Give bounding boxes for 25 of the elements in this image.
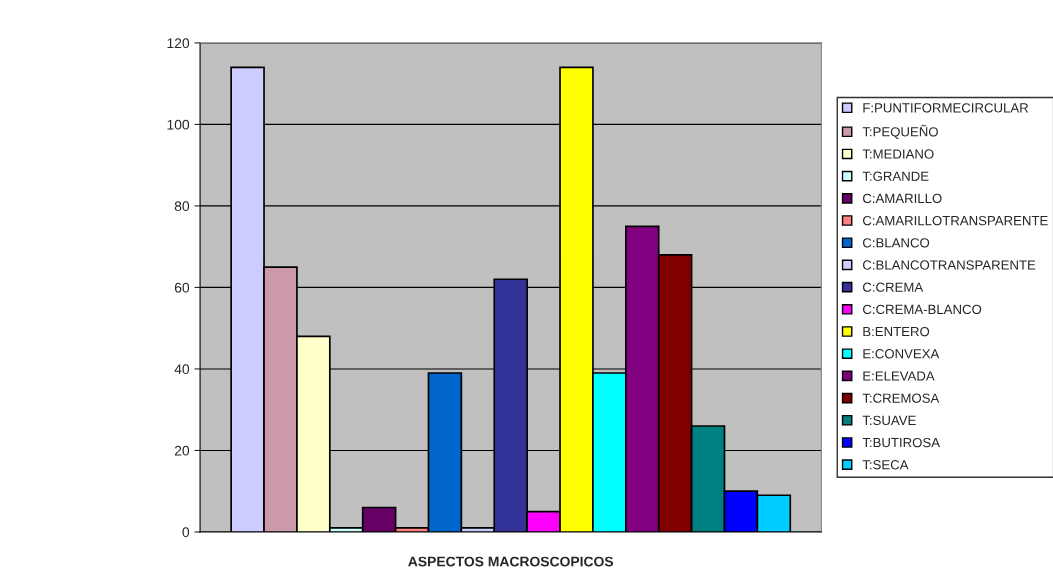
y-tick-label: 40 bbox=[174, 364, 190, 375]
y-tick-label: 120 bbox=[167, 38, 190, 49]
y-tick-label: 80 bbox=[174, 201, 190, 212]
legend-label: C:CREMA-BLANCO bbox=[863, 304, 982, 315]
legend-label: T:MEDIANO bbox=[862, 149, 934, 159]
y-tick-label: 0 bbox=[182, 527, 190, 538]
y-tick-label: 100 bbox=[167, 119, 190, 130]
y-tick-label: 60 bbox=[174, 282, 190, 293]
legend-label: C:AMARILLOTRANSPARENTE bbox=[863, 215, 1048, 226]
legend-label: E:CONVEXA bbox=[863, 349, 940, 359]
legend-label: T:SUAVE bbox=[862, 415, 916, 426]
legend-label: F:PUNTIFORMECIRCULAR bbox=[863, 103, 1029, 113]
legend-label: B:ENTERO bbox=[863, 326, 930, 337]
legend-label: E:ELEVADA bbox=[863, 371, 935, 381]
legend-label: C:CREMA bbox=[863, 282, 924, 292]
legend-label: T:GRANDE bbox=[862, 171, 929, 181]
legend-label: C:BLANCOTRANSPARENTE bbox=[863, 260, 1036, 270]
legend-label: T:BUTIROSA bbox=[862, 437, 940, 448]
legend-label: T:CREMOSA bbox=[862, 393, 940, 403]
legend-label: C:BLANCO bbox=[863, 238, 930, 248]
legend-label: C:AMARILLO bbox=[863, 193, 942, 204]
x-axis-title: ASPECTOS MACROSCOPICOS bbox=[408, 556, 614, 567]
legend-label: T:PEQUEÑO bbox=[862, 124, 938, 139]
legend-label: T:SECA bbox=[862, 460, 909, 470]
y-tick-label: 20 bbox=[174, 445, 190, 456]
